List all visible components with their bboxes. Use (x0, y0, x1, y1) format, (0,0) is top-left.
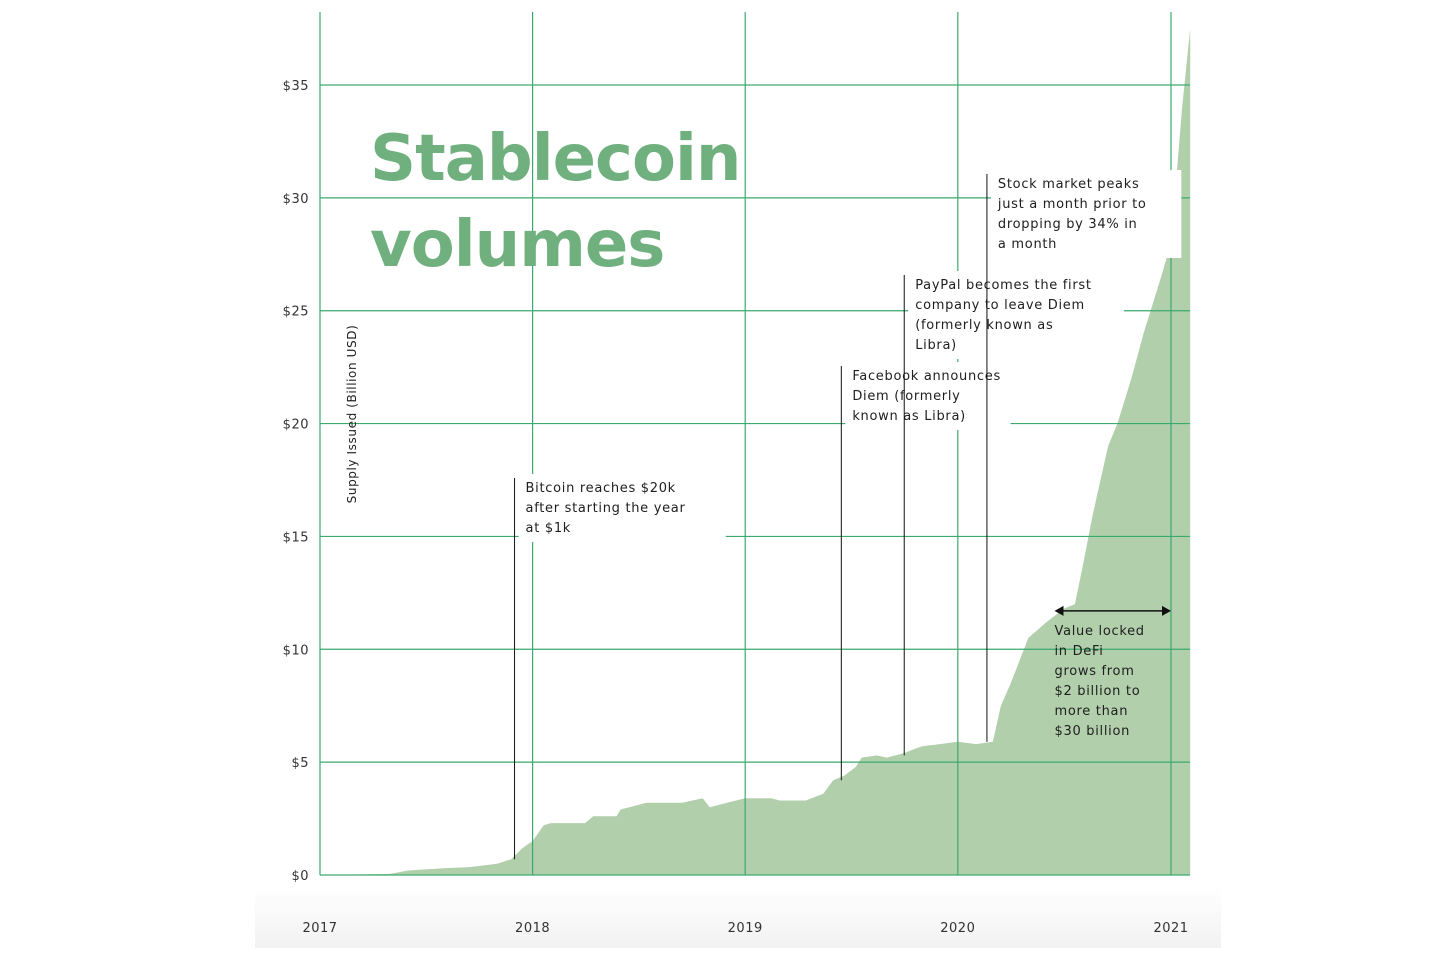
annotation-text-line: Stock market peaks (998, 177, 1140, 192)
annotation-text-line: company to leave Diem (915, 298, 1085, 313)
x-axis-ticks: 2017 2018 2019 2020 2021 (302, 921, 1188, 936)
x-tick-label: 2021 (1153, 921, 1188, 936)
y-tick-label: $30 (283, 192, 309, 207)
annotation: Facebook announces Diem (formerly known as… (840, 362, 1011, 781)
annotation-text-line: after starting the year (526, 501, 686, 516)
x-tick-label: 2020 (940, 921, 975, 936)
annotation-text-line: Libra) (915, 338, 957, 353)
title-line-1: Stablecoin (370, 122, 740, 196)
x-tick-label: 2019 (728, 921, 763, 936)
annotation-text-line: Diem (formerly (852, 389, 960, 404)
x-tick-label: 2017 (302, 921, 337, 936)
defi-span-annotation: Value locked in DeFi grows from $2 billion … (1054, 605, 1171, 739)
annotation-text-line: dropping by 34% in (998, 217, 1138, 232)
y-tick-label: $25 (283, 305, 309, 320)
arrowhead-left-icon (1054, 605, 1064, 616)
x-tick-label: 2018 (515, 921, 550, 936)
arrowhead-right-icon (1162, 605, 1171, 616)
y-axis-ticks: $0 $5 $10 $15 $20 $25 $30 $35 (283, 79, 309, 884)
y-tick-label: $20 (283, 418, 309, 433)
annotation-text-line: Facebook announces (852, 369, 1001, 384)
annotation-text-line: PayPal becomes the first (915, 278, 1091, 293)
annotation-text-line: just a month prior to (997, 197, 1147, 212)
annotation-backdrop (845, 362, 1011, 430)
y-tick-label: $10 (283, 643, 309, 658)
span-annotation-text-line: in DeFi (1055, 644, 1104, 659)
annotation-backdrop (990, 170, 1182, 258)
grid (319, 12, 1190, 876)
y-tick-label: $15 (283, 530, 309, 545)
span-annotation-text-line: $30 billion (1055, 724, 1131, 739)
annotation-backdrop (518, 474, 726, 542)
span-annotation-text-line: more than (1055, 704, 1129, 719)
span-annotation-text-line: Value locked (1055, 624, 1145, 639)
title-line-2: volumes (370, 208, 664, 282)
annotation: Stock market peaks just a month prior to d… (986, 170, 1182, 742)
span-annotation-text-line: grows from (1055, 664, 1135, 679)
annotation: PayPal becomes the first company to leave… (903, 271, 1124, 756)
annotation-text-line: (formerly known as (915, 318, 1053, 333)
annotation: Bitcoin reaches $20k after starting the y… (514, 474, 726, 860)
y-tick-label: $35 (283, 79, 309, 94)
annotation-text-line: a month (998, 237, 1057, 252)
annotation-text-line: known as Libra) (852, 409, 966, 424)
y-tick-label: $0 (291, 869, 309, 884)
bottom-band (255, 885, 1221, 948)
annotation-text-line: at $1k (526, 521, 571, 536)
annotation-text-line: Bitcoin reaches $20k (526, 481, 676, 496)
y-tick-label: $5 (291, 756, 309, 771)
chart-title: Stablecoin volumes (370, 122, 741, 282)
supply-area (320, 28, 1191, 876)
span-annotation-text-line: $2 billion to (1055, 684, 1141, 699)
annotation-backdrop (908, 271, 1124, 359)
y-axis-label: Supply Issued (Billion USD) (345, 325, 359, 504)
annotations: Bitcoin reaches $20k after starting the y… (514, 170, 1182, 860)
